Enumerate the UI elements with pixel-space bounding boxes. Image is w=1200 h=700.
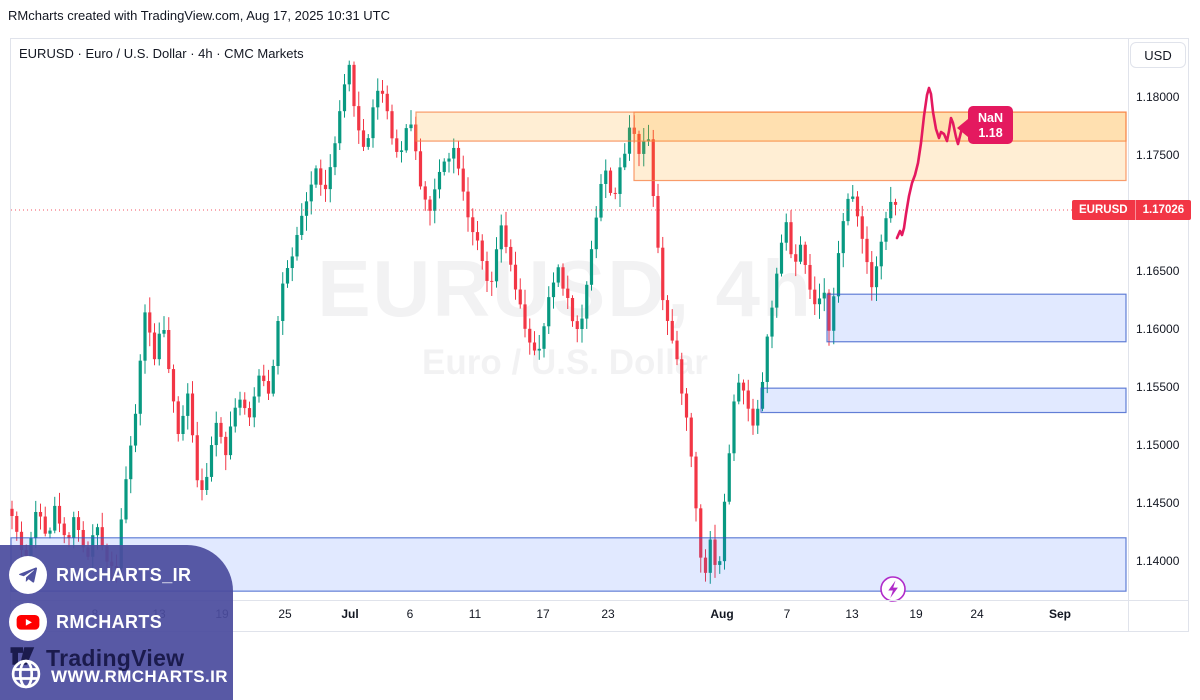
time-axis-tick: 23	[601, 607, 615, 621]
branding-panel: RMCHARTS_IR RMCHARTS TradingView	[0, 545, 233, 700]
svg-text:1.18: 1.18	[978, 126, 1002, 140]
time-axis-tick: Aug	[710, 607, 734, 621]
price-axis-tick: 1.16000	[1136, 322, 1180, 336]
price-axis-tick: 1.17500	[1136, 148, 1180, 162]
tradingview-label: TradingView	[46, 645, 185, 671]
projection-path[interactable]	[895, 86, 964, 240]
telegram-handle: RMCHARTS_IR	[56, 564, 192, 585]
lightning-icon	[888, 580, 898, 598]
currency-button[interactable]: USD	[1130, 42, 1186, 68]
globe-icon	[8, 656, 44, 697]
time-axis-tick: 13	[845, 607, 859, 621]
symbol-title: EURUSD · Euro / U.S. Dollar · 4h · CMC M…	[19, 46, 304, 61]
demand-zone	[760, 387, 1127, 414]
website-row: WWW.RMCHARTS.IR	[8, 656, 228, 697]
time-axis-tick: Jul	[341, 607, 359, 621]
svg-text:NaN: NaN	[978, 111, 1003, 125]
youtube-handle: RMCHARTS	[56, 611, 163, 632]
website-url: WWW.RMCHARTS.IR	[51, 666, 228, 686]
price-axis-tick: 1.18000	[1136, 90, 1180, 104]
current-price-label: EURUSD 1.17026	[1072, 200, 1192, 220]
time-axis-tick: 11	[468, 607, 482, 621]
price-axis-tick: 1.15000	[1136, 438, 1180, 452]
time-axis-tick: 7	[783, 607, 791, 621]
time-axis-tick: 19	[909, 607, 923, 621]
creation-note: RMcharts created with TradingView.com, A…	[8, 8, 391, 23]
telegram-row: RMCHARTS_IR	[9, 556, 191, 594]
time-axis-tick: 24	[970, 607, 984, 621]
tradingview-logo: TradingView	[8, 641, 184, 676]
price-axis-tick: 1.15500	[1136, 380, 1180, 394]
time-axis-tick: 6	[406, 607, 414, 621]
youtube-row: RMCHARTS	[9, 603, 162, 641]
time-axis-tick: 17	[536, 607, 550, 621]
current-price-value: 1.17026	[1142, 204, 1185, 216]
time-axis-tick: Sep	[1048, 607, 1071, 621]
lightning-event-marker[interactable]	[880, 576, 906, 602]
time-axis-tick: 25	[278, 607, 292, 621]
youtube-icon	[9, 603, 47, 641]
current-price-symbol: EURUSD	[1072, 200, 1136, 220]
price-axis-tick: 1.14000	[1136, 554, 1180, 568]
demand-zone	[826, 293, 1127, 343]
supply-zone	[633, 111, 1127, 182]
price-axis-separator	[1128, 38, 1129, 631]
price-axis-tick: 1.14500	[1136, 496, 1180, 510]
telegram-icon	[9, 556, 47, 594]
candles-series	[10, 60, 898, 584]
supply-demand-zones[interactable]	[10, 111, 1127, 592]
price-axis-tick: 1.16500	[1136, 264, 1180, 278]
time-axis-separator	[10, 600, 1189, 601]
